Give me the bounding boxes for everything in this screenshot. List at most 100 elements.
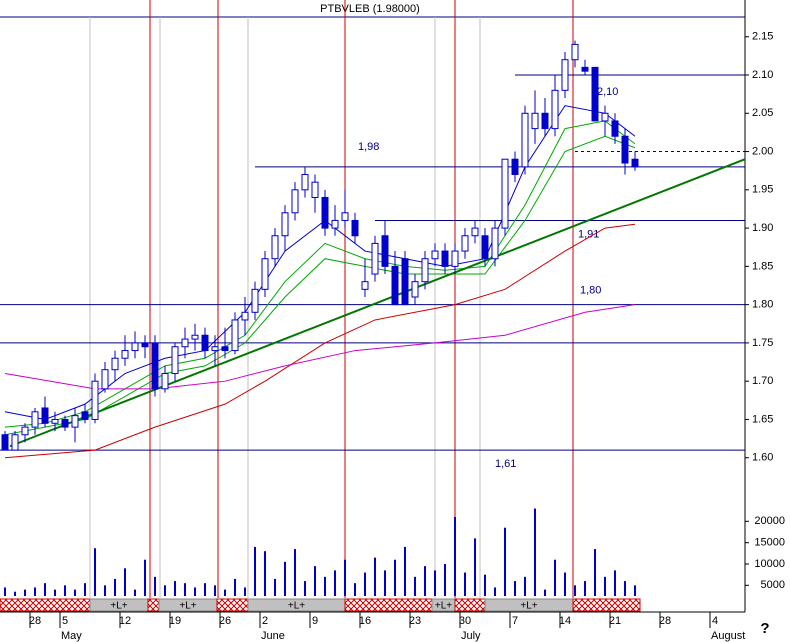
y-tick-label: 1.70 <box>752 375 773 387</box>
candle-body <box>441 250 449 267</box>
candle-body <box>101 369 109 390</box>
candle-body <box>361 281 369 290</box>
level-label: 1,80 <box>580 285 601 297</box>
candle-body <box>301 174 309 191</box>
candle-body <box>191 334 199 340</box>
help-button[interactable]: ? <box>760 620 769 637</box>
candle-body <box>491 227 499 260</box>
signal-segment <box>216 598 249 612</box>
y-tick-label: 2.15 <box>752 31 773 43</box>
candle-body <box>431 250 439 260</box>
candle-body <box>341 212 349 221</box>
candle-body <box>591 66 599 122</box>
month-label: June <box>261 630 285 642</box>
y-tick-label: 2.00 <box>752 145 773 157</box>
signal-label: +L+ <box>179 601 196 612</box>
x-tick-label: 2 <box>262 615 268 627</box>
x-tick-label: 28 <box>29 615 41 627</box>
candle-body <box>281 212 289 237</box>
moving-average <box>4 223 636 459</box>
candle-body <box>91 380 99 420</box>
candle-body <box>161 373 169 390</box>
signal-label: +L+ <box>288 601 305 612</box>
candle-body <box>21 426 29 436</box>
candle-body <box>461 235 469 252</box>
candle-body <box>531 112 539 130</box>
candle-body <box>501 158 509 229</box>
candle-body <box>291 189 299 214</box>
candle-body <box>631 158 639 168</box>
x-tick-label: 21 <box>609 615 621 627</box>
candle-body <box>351 219 359 237</box>
moving-average <box>4 120 636 428</box>
candle-body <box>41 407 49 424</box>
candle-body <box>231 319 239 352</box>
y-tick-label: 1.85 <box>752 260 773 272</box>
month-label: August <box>711 630 745 642</box>
candle-body <box>211 346 219 352</box>
level-label: 1,98 <box>358 141 379 153</box>
y-tick-label: 1.90 <box>752 222 773 234</box>
candle-body <box>221 346 229 352</box>
x-tick-label: 12 <box>119 615 131 627</box>
candle-body <box>411 281 419 298</box>
signal-segment <box>344 598 433 612</box>
candle-body <box>121 350 129 359</box>
candle-body <box>1 434 9 451</box>
candle-body <box>71 415 79 428</box>
x-tick-label: 5 <box>62 615 68 627</box>
candle-body <box>131 342 139 352</box>
candle-body <box>521 112 529 168</box>
y-tick-label: 1.65 <box>752 413 773 425</box>
candle-body <box>481 235 489 260</box>
candle-body <box>471 227 479 237</box>
signal-label: +L+ <box>520 601 537 612</box>
signal-segment <box>572 598 641 612</box>
candle-body <box>611 120 619 137</box>
candle-body <box>371 242 379 275</box>
candle-body <box>421 258 429 283</box>
candle-body <box>451 250 459 267</box>
candle-body <box>311 181 319 198</box>
candle-body <box>541 112 549 130</box>
x-tick-label: 4 <box>712 615 718 627</box>
signal-label: +L+ <box>435 601 452 612</box>
candle-body <box>11 434 19 451</box>
candle-body <box>241 311 249 321</box>
candle-body <box>81 411 89 420</box>
candle-body <box>181 338 189 348</box>
candle-body <box>51 418 59 424</box>
y-tick-label: 1.95 <box>752 184 773 196</box>
y-tick-label: 2.10 <box>752 69 773 81</box>
x-tick-label: 9 <box>312 615 318 627</box>
candle-body <box>511 158 519 176</box>
candle-body <box>151 342 159 390</box>
candle-body <box>171 346 179 375</box>
x-tick-label: 16 <box>359 615 371 627</box>
candle-body <box>621 135 629 164</box>
trend-line <box>9 158 746 448</box>
y-tick-label: 2.05 <box>752 107 773 119</box>
y-tick-label: 1.80 <box>752 299 773 311</box>
level-label: 2,10 <box>597 86 618 98</box>
candle-body <box>261 258 269 290</box>
x-tick-label: 7 <box>512 615 518 627</box>
x-tick-label: 19 <box>169 615 181 627</box>
candle-body <box>401 258 409 306</box>
signal-segment <box>147 598 160 612</box>
month-label: July <box>461 630 481 642</box>
candle-body <box>581 66 589 72</box>
x-tick-label: 14 <box>559 615 571 627</box>
x-tick-label: 23 <box>409 615 421 627</box>
candle-body <box>201 334 209 352</box>
signal-label: +L+ <box>110 601 127 612</box>
candle-body <box>61 418 69 428</box>
volume-tick-label: 15000 <box>754 537 785 549</box>
candle-body <box>141 342 149 348</box>
x-tick-label: 26 <box>219 615 231 627</box>
candle-body <box>111 357 119 371</box>
candle-body <box>551 89 559 130</box>
y-tick-label: 1.60 <box>752 452 773 464</box>
